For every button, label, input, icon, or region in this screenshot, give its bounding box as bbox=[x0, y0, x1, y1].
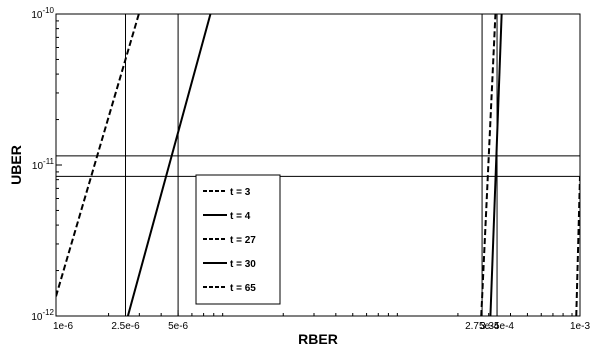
legend-label-0: t = 3 bbox=[230, 187, 251, 198]
series-layer bbox=[56, 14, 580, 316]
series-line-4 bbox=[575, 176, 580, 316]
series-line-2 bbox=[480, 14, 497, 316]
plot-frame bbox=[55, 13, 581, 317]
series-line-3 bbox=[489, 14, 503, 316]
series-line-0 bbox=[56, 14, 140, 297]
legend-label-2: t = 27 bbox=[230, 235, 256, 246]
x-tick-label: 1e-6 bbox=[53, 321, 73, 332]
x-ticks: 1e-6 2.5e-6 5e-6 2.75e-43.35e-4 1e-3 bbox=[53, 310, 590, 332]
x-tick-label: 5e-6 bbox=[168, 321, 188, 332]
y-tick-label: 10-11 bbox=[32, 157, 55, 172]
x-tick-label: 3.35e-4 bbox=[480, 321, 514, 332]
series-line-1 bbox=[126, 14, 212, 316]
y-tick-label: 10-10 bbox=[31, 6, 54, 21]
legend: t = 3 t = 4 t = 27 t = 30 t = 65 bbox=[195, 174, 281, 305]
x-tick-label: 2.5e-6 bbox=[111, 321, 140, 332]
legend-label-1: t = 4 bbox=[230, 211, 251, 222]
x-axis-label: RBER bbox=[298, 331, 338, 347]
legend-label-4: t = 65 bbox=[230, 283, 256, 294]
y-ticks: 10-12 10-11 10-10 bbox=[31, 6, 62, 323]
x-tick-label: 1e-3 bbox=[570, 321, 590, 332]
y-axis-label: UBER bbox=[8, 145, 24, 185]
reference-lines bbox=[56, 14, 580, 316]
y-tick-label: 10-12 bbox=[31, 308, 54, 323]
legend-label-3: t = 30 bbox=[230, 259, 256, 270]
x-tick-label: 2.75e-4 bbox=[465, 321, 499, 332]
